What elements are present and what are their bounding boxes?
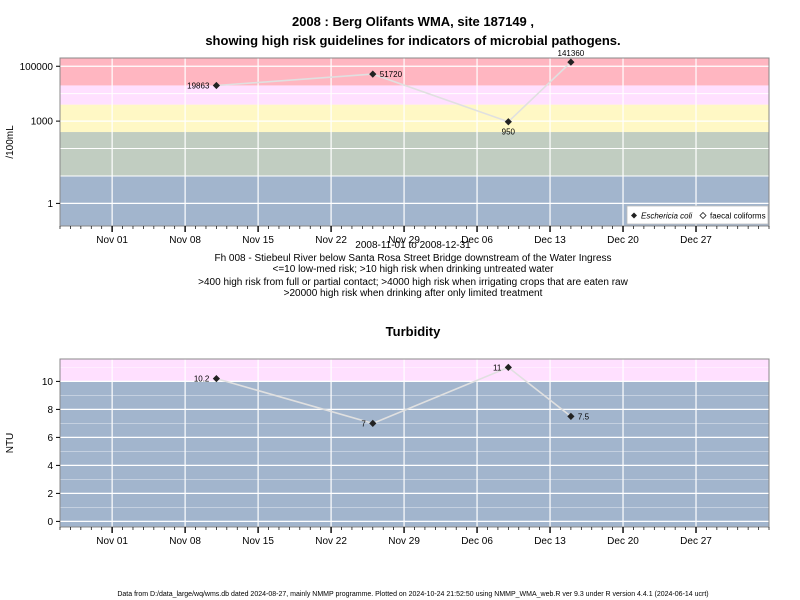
annotation-drinking-risk: <=10 low-med risk; >10 high risk when dr… <box>273 264 555 275</box>
x-tick-label: Dec 27 <box>680 235 712 246</box>
y-tick-label: 10 <box>42 377 54 388</box>
data-point <box>212 81 220 90</box>
x-tick-label: Nov 15 <box>242 536 274 547</box>
legend-box <box>626 205 769 225</box>
data-label: 19863 <box>187 82 210 91</box>
data-point <box>567 412 575 420</box>
data-label: 7 <box>361 419 366 428</box>
x-tick-label: Nov 15 <box>242 235 274 246</box>
data-point <box>369 70 377 78</box>
chart-subtitle: showing high risk guidelines for indicat… <box>205 33 620 48</box>
x-tick-label: Nov 29 <box>388 235 420 246</box>
data-point <box>567 58 575 66</box>
turbidity-title: Turbidity <box>386 324 441 339</box>
data-label: 7.5 <box>578 412 590 421</box>
legend-marker-open <box>699 211 707 220</box>
data-point <box>369 419 377 427</box>
annotation-site: Fh 008 - Stiebeul River below Santa Rosa… <box>214 253 611 264</box>
x-tick-label: Nov 01 <box>96 235 128 246</box>
y-tick-label: 1000 <box>31 117 54 128</box>
legend-marker-filled <box>631 212 637 219</box>
series-line <box>216 366 572 425</box>
annotation-contact-risk: >400 high risk from full or partial cont… <box>198 277 628 288</box>
data-label: 51720 <box>380 70 403 79</box>
annotation-block: 2008-11-01 to 2008-12-31 Fh 008 - Stiebe… <box>198 240 628 299</box>
turbidity-panel: Nov 01 Nov 08 Nov 15 Nov 22 Nov 29 Dec 06 Dec … <box>5 358 770 547</box>
x-tick-label: Nov 29 <box>388 536 420 547</box>
data-label: 11 <box>493 363 502 372</box>
x-tick-label: Dec 06 <box>461 235 493 246</box>
risk-band <box>60 85 769 105</box>
legend-label: faecal coliforms <box>710 212 766 221</box>
microbial-panel: Nov 01 Nov 08 Nov 15 Nov 22 Nov 29 Dec 06 Dec … <box>5 49 770 246</box>
data-point <box>212 375 220 383</box>
x-tick-label: Nov 08 <box>169 235 201 246</box>
y-axis-label: /100mL <box>5 125 16 159</box>
x-tick-label: Dec 13 <box>534 536 566 547</box>
chart-legend: Eschericia coli faecal coliforms <box>626 205 769 225</box>
y-axis-label: NTU <box>5 433 16 454</box>
x-tick-label: Dec 20 <box>607 536 639 547</box>
risk-band <box>60 381 769 527</box>
x-tick-label: Dec 27 <box>680 536 712 547</box>
y-tick-label: 2 <box>47 489 53 500</box>
footer-note: Data from D:/data_large/wq/wms.db dated … <box>117 591 708 598</box>
y-tick-label: 1 <box>47 199 53 210</box>
x-tick-label: Nov 01 <box>96 536 128 547</box>
y-tick-label: 4 <box>47 461 53 472</box>
y-tick-label: 0 <box>47 517 53 528</box>
y-tick-label: 6 <box>47 433 53 444</box>
risk-band <box>60 104 769 133</box>
data-point <box>504 118 512 126</box>
series-line <box>216 61 572 123</box>
risk-band <box>60 359 769 382</box>
x-tick-label: Nov 22 <box>315 536 347 547</box>
annotation-date-range: 2008-11-01 to 2008-12-31 <box>355 240 471 251</box>
data-label: 10.2 <box>194 375 210 384</box>
data-label: 141360 <box>558 49 585 58</box>
chart-title: 2008 : Berg Olifants WMA, site 187149 , <box>292 14 534 29</box>
y-tick-label: 100000 <box>20 62 54 73</box>
data-point <box>504 363 512 371</box>
legend-label: Eschericia coli <box>641 212 692 221</box>
x-tick-label: Dec 06 <box>461 536 493 547</box>
x-tick-label: Nov 22 <box>315 235 347 246</box>
x-tick-label: Dec 20 <box>607 235 639 246</box>
data-label: 950 <box>502 128 516 137</box>
risk-band <box>60 132 769 176</box>
x-tick-label: Dec 13 <box>534 235 566 246</box>
annotation-treatment-risk: >20000 high risk when drinking after onl… <box>284 288 543 299</box>
risk-band <box>60 58 769 86</box>
x-tick-label: Nov 08 <box>169 536 201 547</box>
y-tick-label: 8 <box>47 405 53 416</box>
